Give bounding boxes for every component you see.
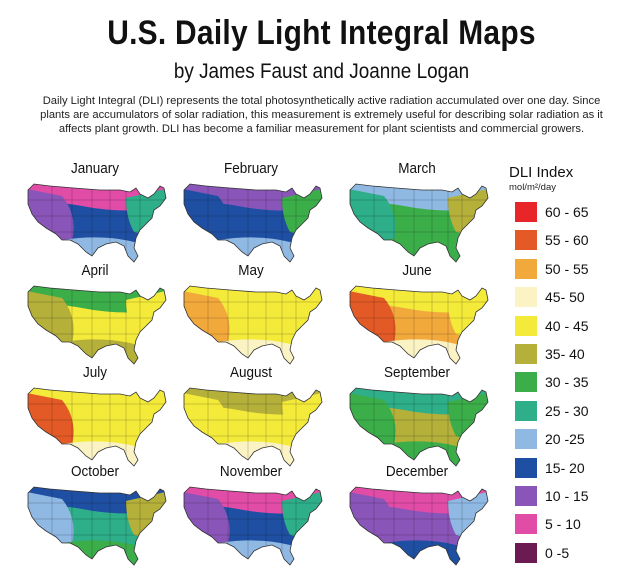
legend-label: 15- 20 bbox=[545, 459, 585, 476]
us-outline bbox=[349, 285, 489, 365]
month-label: December bbox=[385, 463, 449, 480]
us-map-shape bbox=[349, 387, 489, 467]
legend-label: 25 - 30 bbox=[545, 402, 589, 419]
legend-label: 55 - 60 bbox=[545, 232, 589, 249]
month-label: September bbox=[383, 364, 451, 381]
month-label: October bbox=[70, 463, 120, 480]
us-outline bbox=[27, 387, 167, 467]
us-outline bbox=[27, 486, 167, 566]
us-map-shape bbox=[183, 486, 323, 566]
legend-swatch bbox=[515, 202, 537, 222]
month-map-october: October bbox=[20, 463, 170, 566]
month-label: January bbox=[70, 160, 120, 177]
us-map-shape bbox=[349, 285, 489, 365]
us-map-shape bbox=[349, 486, 489, 566]
month-map-august: August bbox=[176, 364, 326, 467]
us-outline bbox=[183, 486, 323, 566]
month-label: November bbox=[219, 463, 283, 480]
page-subtitle: by James Faust and Joanne Logan bbox=[173, 60, 470, 83]
legend-label: 50 - 55 bbox=[545, 260, 589, 277]
legend-label: 0 -5 bbox=[545, 544, 570, 561]
legend-swatch bbox=[515, 287, 537, 308]
legend-units: mol/m²/day bbox=[509, 182, 556, 193]
legend-label: 20 -25 bbox=[545, 431, 585, 448]
us-map-shape bbox=[27, 486, 167, 566]
month-label: March bbox=[398, 160, 436, 177]
legend-swatch bbox=[515, 542, 537, 563]
page-title: U.S. Daily Light Integral Maps bbox=[107, 14, 536, 52]
us-outline bbox=[183, 387, 323, 467]
legend-swatch bbox=[515, 429, 537, 450]
us-map-shape bbox=[27, 387, 167, 467]
us-outline bbox=[349, 387, 489, 467]
us-outline bbox=[27, 285, 167, 365]
legend-label: 45- 50 bbox=[545, 289, 585, 306]
us-outline bbox=[349, 183, 489, 263]
month-map-may: May bbox=[176, 262, 326, 365]
us-map-shape bbox=[183, 183, 323, 263]
legend-label: 60 - 65 bbox=[545, 204, 589, 220]
us-map-shape bbox=[183, 387, 323, 467]
month-map-june: June bbox=[342, 262, 492, 365]
legend-swatch bbox=[515, 400, 537, 421]
legend-swatch bbox=[515, 457, 537, 478]
month-label: June bbox=[402, 262, 432, 279]
month-map-january: January bbox=[20, 160, 170, 263]
month-map-september: September bbox=[342, 364, 492, 467]
us-outline bbox=[349, 486, 489, 566]
month-map-february: February bbox=[176, 160, 326, 263]
dli-legend: DLI Index mol/m²/day 60 - 65 55 - 60 50 - … bbox=[509, 164, 639, 563]
month-map-december: December bbox=[342, 463, 492, 566]
month-label: May bbox=[238, 262, 264, 279]
us-map-shape bbox=[27, 183, 167, 263]
legend-swatch bbox=[515, 372, 537, 393]
legend-swatch bbox=[515, 486, 537, 506]
month-map-july: July bbox=[20, 364, 170, 467]
legend-title: DLI Index bbox=[509, 164, 574, 181]
us-map-shape bbox=[183, 285, 323, 365]
legend-swatch bbox=[515, 344, 537, 364]
legend-label: 40 - 45 bbox=[545, 317, 589, 334]
legend-swatch bbox=[515, 258, 537, 279]
legend-label: 30 - 35 bbox=[545, 374, 589, 391]
month-label: April bbox=[81, 262, 109, 279]
month-label: February bbox=[223, 160, 279, 177]
month-label: August bbox=[229, 364, 273, 381]
us-outline bbox=[183, 285, 323, 365]
legend-label: 10 - 15 bbox=[545, 488, 589, 504]
month-map-april: April bbox=[20, 262, 170, 365]
legend-swatch bbox=[515, 514, 537, 535]
month-label: July bbox=[82, 364, 108, 381]
month-map-march: March bbox=[342, 160, 492, 263]
us-map-shape bbox=[349, 183, 489, 263]
month-map-november: November bbox=[176, 463, 326, 566]
legend-label: 5 - 10 bbox=[545, 516, 581, 533]
us-outline bbox=[27, 183, 167, 263]
us-outline bbox=[183, 183, 323, 263]
legend-swatch bbox=[515, 315, 537, 336]
legend-swatch bbox=[515, 230, 537, 251]
description-text: Daily Light Integral (DLI) represents th… bbox=[40, 95, 603, 135]
us-map-shape bbox=[27, 285, 167, 365]
legend-label: 35- 40 bbox=[545, 346, 585, 362]
